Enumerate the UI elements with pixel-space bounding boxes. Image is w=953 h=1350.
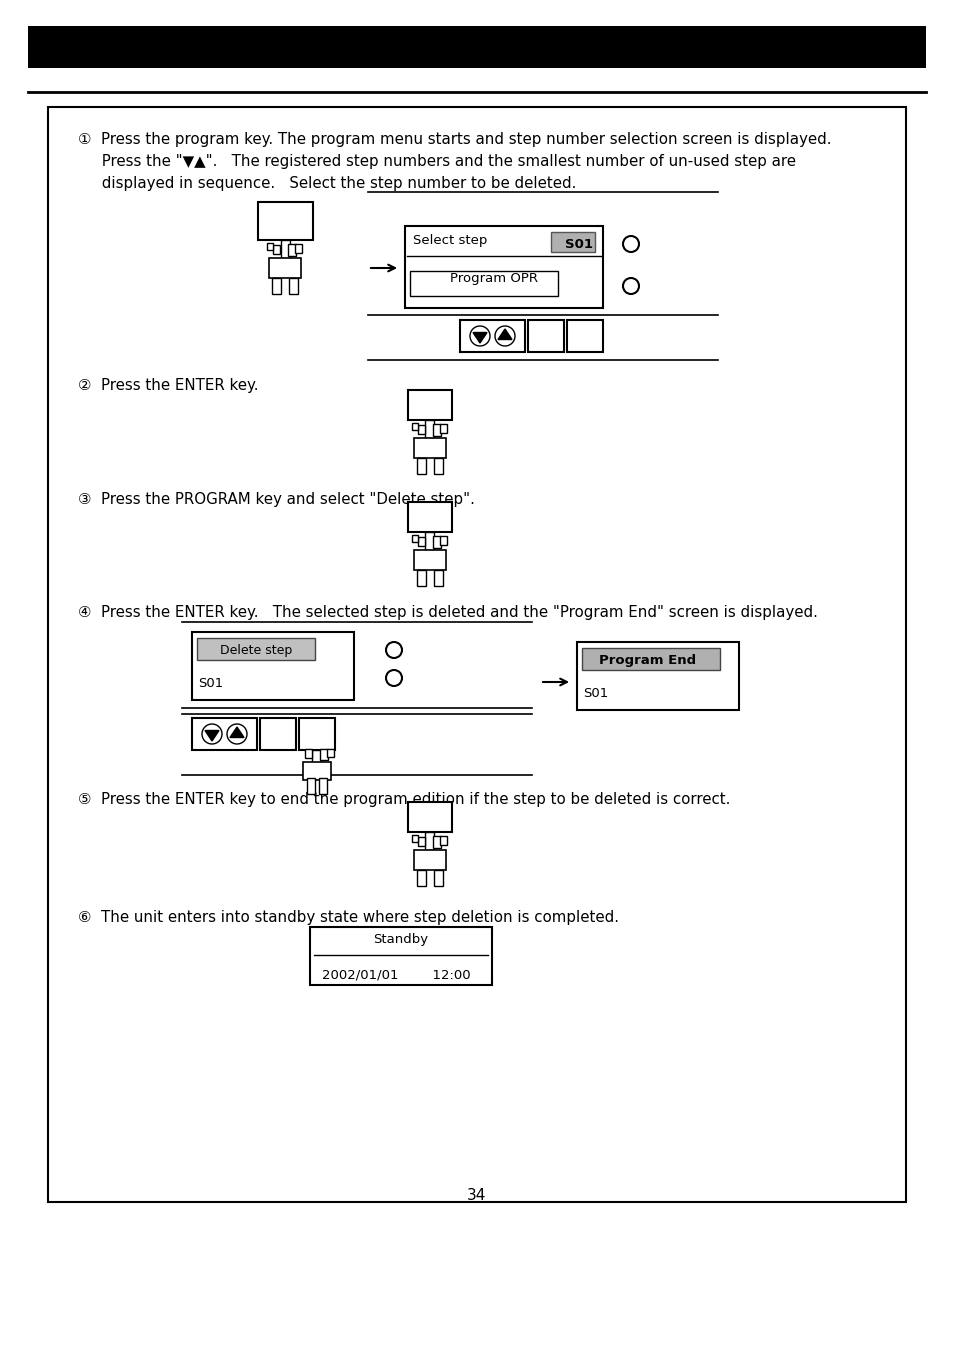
Bar [434,869,442,886]
Bar [414,850,446,869]
Bar [416,458,426,474]
Text: S01: S01 [198,676,223,690]
Text: Standby: Standby [373,933,428,946]
Bar [295,244,302,252]
Bar [566,320,602,352]
Bar [196,639,314,660]
Text: Program End: Program End [598,653,696,667]
Bar [408,390,452,420]
Bar [310,927,492,986]
Bar [281,240,290,258]
Bar [412,836,417,842]
Bar [408,802,452,832]
Bar [551,232,595,252]
Bar [425,832,434,850]
Bar [303,761,331,780]
Bar [417,425,424,433]
Bar [192,632,354,701]
Text: ②  Press the ENTER key.: ② Press the ENTER key. [78,378,258,393]
Polygon shape [230,728,244,737]
Polygon shape [205,730,219,741]
Bar [414,549,446,570]
Text: 34: 34 [467,1188,486,1203]
Bar [414,437,446,458]
Bar [305,749,312,757]
Text: ①  Press the program key. The program menu starts and step number selection scre: ① Press the program key. The program men… [78,132,831,147]
Bar [288,244,296,256]
Text: Delete step: Delete step [220,644,292,657]
Polygon shape [473,332,486,343]
Bar [257,202,313,240]
Bar [48,107,905,1202]
Text: ⑥  The unit enters into standby state where step deletion is completed.: ⑥ The unit enters into standby state whe… [78,910,618,925]
Bar [417,837,424,846]
Bar [412,423,417,431]
Bar [439,836,447,845]
Bar [417,537,424,545]
Text: ③  Press the PROGRAM key and select "Delete step".: ③ Press the PROGRAM key and select "Dele… [78,491,475,508]
Bar [269,258,301,278]
Bar [416,869,426,886]
Bar [416,570,426,586]
Text: 2002/01/01        12:00: 2002/01/01 12:00 [322,969,470,981]
Bar [274,244,280,254]
Text: Program OPR: Program OPR [450,271,537,285]
Bar [319,749,328,760]
Bar [434,570,442,586]
Bar [298,718,335,751]
Bar [433,536,440,548]
Bar [192,718,256,751]
Bar [425,420,434,437]
Polygon shape [497,329,512,339]
Bar [410,271,558,296]
Bar [327,749,334,757]
Text: ④  Press the ENTER key.   The selected step is deleted and the "Program End" scr: ④ Press the ENTER key. The selected step… [78,605,817,620]
Bar [439,424,447,433]
Bar [405,225,602,308]
Bar [425,532,434,549]
Bar [412,535,417,541]
Bar [434,458,442,474]
Bar [433,424,440,436]
Bar [289,278,298,294]
Bar [408,502,452,532]
Bar [260,718,295,751]
Text: displayed in sequence.   Select the step number to be deleted.: displayed in sequence. Select the step n… [78,176,576,190]
Bar [439,536,447,545]
Text: S01: S01 [564,238,593,251]
Text: Select step: Select step [413,234,487,247]
Text: Press the "▼▲".   The registered step numbers and the smallest number of un-used: Press the "▼▲". The registered step numb… [78,154,795,169]
Text: ⑤  Press the ENTER key to end the program edition if the step to be deleted is c: ⑤ Press the ENTER key to end the program… [78,792,730,807]
Bar [28,26,925,68]
Bar [459,320,524,352]
Bar [267,243,274,250]
Bar [581,648,720,670]
Bar [527,320,563,352]
Bar [318,778,327,794]
Bar [307,778,314,794]
Text: S01: S01 [582,687,608,701]
Bar [273,278,281,294]
Bar [577,643,739,710]
Bar [312,751,320,764]
Bar [433,836,440,848]
